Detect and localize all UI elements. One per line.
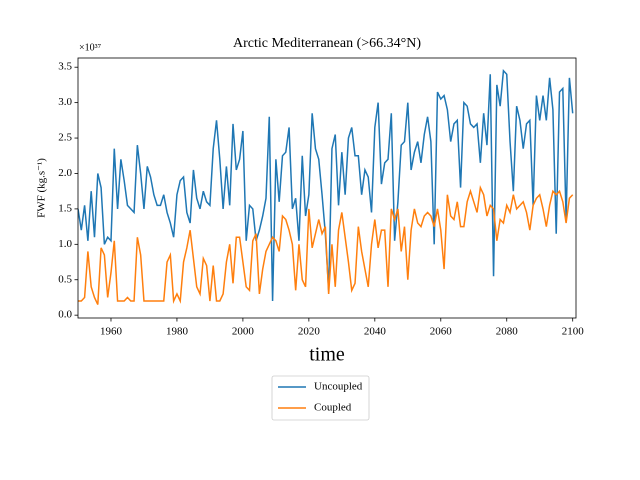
y-tick-label: 1.0 — [58, 238, 72, 250]
x-tick-label: 2060 — [430, 326, 453, 338]
y-offset-label: ×10³⁷ — [79, 42, 102, 53]
legend-label: Uncoupled — [314, 381, 363, 393]
x-tick-label: 2040 — [364, 326, 387, 338]
y-tick-label: 3.5 — [58, 61, 72, 73]
x-tick-label: 1980 — [166, 326, 189, 338]
y-tick-label: 0.5 — [58, 273, 72, 285]
y-tick-label: 3.0 — [58, 96, 72, 108]
axes-frame — [77, 57, 577, 319]
y-tick-label: 0.0 — [58, 309, 72, 321]
legend: Uncoupled Coupled — [271, 375, 370, 421]
x-tick-label: 1960 — [100, 326, 123, 338]
y-tick-label: 2.0 — [58, 167, 72, 179]
y-tick-label: 1.5 — [58, 202, 72, 214]
x-tick-label: 2020 — [298, 326, 321, 338]
x-tick-label: 2080 — [496, 326, 519, 338]
y-tick-label: 2.5 — [58, 132, 72, 144]
x-tick-label: 2100 — [562, 326, 585, 338]
y-axis-label: FWF (kg.s⁻¹) — [36, 158, 48, 218]
x-axis-label: time — [309, 344, 345, 366]
legend-label: Coupled — [314, 402, 352, 414]
x-tick-label: 2000 — [232, 326, 255, 338]
chart-title: Arctic Mediterranean (>66.34°N) — [233, 36, 421, 51]
data-line — [78, 185, 574, 305]
plot-area — [74, 66, 574, 322]
